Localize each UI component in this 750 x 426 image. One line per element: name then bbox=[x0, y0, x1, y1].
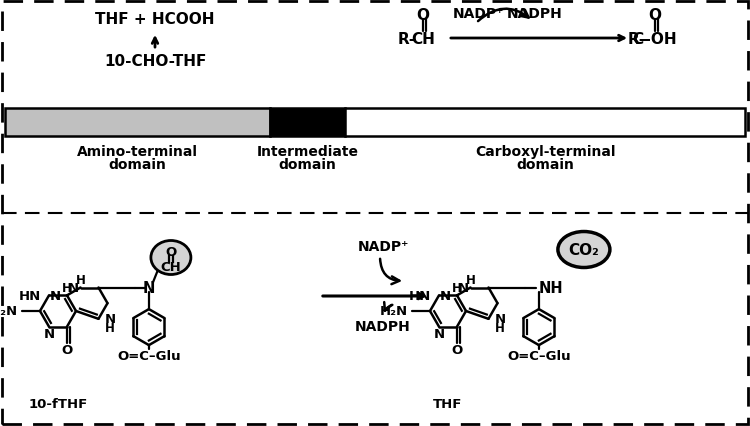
Text: N: N bbox=[142, 280, 155, 295]
Ellipse shape bbox=[558, 232, 610, 268]
Text: HN: HN bbox=[19, 289, 41, 302]
Text: NADPH: NADPH bbox=[356, 319, 411, 333]
Text: R–: R– bbox=[627, 32, 646, 46]
Text: N: N bbox=[458, 281, 469, 294]
Text: O: O bbox=[649, 8, 662, 23]
Text: domain: domain bbox=[516, 158, 574, 172]
Text: N: N bbox=[50, 289, 61, 302]
Text: O: O bbox=[62, 343, 73, 357]
Text: NH: NH bbox=[539, 280, 563, 295]
Text: N: N bbox=[433, 328, 445, 340]
FancyArrowPatch shape bbox=[384, 302, 392, 311]
Text: H: H bbox=[494, 322, 504, 334]
Text: N: N bbox=[440, 289, 451, 302]
Text: H: H bbox=[466, 273, 476, 286]
Text: HN: HN bbox=[409, 289, 431, 302]
Text: O: O bbox=[165, 245, 176, 259]
Text: NADP⁺: NADP⁺ bbox=[452, 7, 504, 21]
Text: domain: domain bbox=[278, 158, 337, 172]
Text: N: N bbox=[44, 328, 55, 340]
Text: CO₂: CO₂ bbox=[568, 242, 599, 257]
Text: THF: THF bbox=[433, 397, 463, 411]
Text: O: O bbox=[452, 343, 463, 357]
Text: Carboxyl-terminal: Carboxyl-terminal bbox=[475, 145, 615, 158]
Text: H: H bbox=[104, 322, 114, 334]
Text: NADPH: NADPH bbox=[507, 7, 562, 21]
Text: N: N bbox=[104, 313, 116, 325]
Text: CH: CH bbox=[160, 260, 182, 273]
FancyArrowPatch shape bbox=[478, 10, 529, 22]
Text: NADP⁺: NADP⁺ bbox=[357, 239, 409, 253]
Ellipse shape bbox=[151, 241, 191, 275]
Text: H₂N: H₂N bbox=[0, 305, 18, 318]
Text: H₂N: H₂N bbox=[380, 305, 408, 318]
Text: O: O bbox=[416, 8, 430, 23]
Text: H: H bbox=[452, 281, 462, 294]
Bar bbox=[270, 109, 345, 137]
Text: C–OH: C–OH bbox=[633, 32, 677, 46]
Text: O=C–Glu: O=C–Glu bbox=[507, 349, 571, 362]
Text: H: H bbox=[76, 273, 86, 286]
Text: domain: domain bbox=[109, 158, 166, 172]
Text: THF + HCOOH: THF + HCOOH bbox=[95, 12, 214, 26]
Bar bbox=[5, 109, 270, 137]
Text: 10-CHO-THF: 10-CHO-THF bbox=[104, 55, 206, 69]
Text: N: N bbox=[494, 313, 506, 325]
Text: Intermediate: Intermediate bbox=[256, 145, 358, 158]
FancyArrowPatch shape bbox=[380, 259, 400, 285]
Text: CH: CH bbox=[411, 32, 435, 46]
Text: N: N bbox=[68, 281, 79, 294]
Bar bbox=[345, 109, 745, 137]
Text: H: H bbox=[62, 281, 72, 294]
Text: 10-fTHF: 10-fTHF bbox=[28, 397, 88, 411]
Text: O=C–Glu: O=C–Glu bbox=[117, 349, 181, 362]
Text: Amino-terminal: Amino-terminal bbox=[77, 145, 198, 158]
Text: R–: R– bbox=[398, 32, 417, 46]
